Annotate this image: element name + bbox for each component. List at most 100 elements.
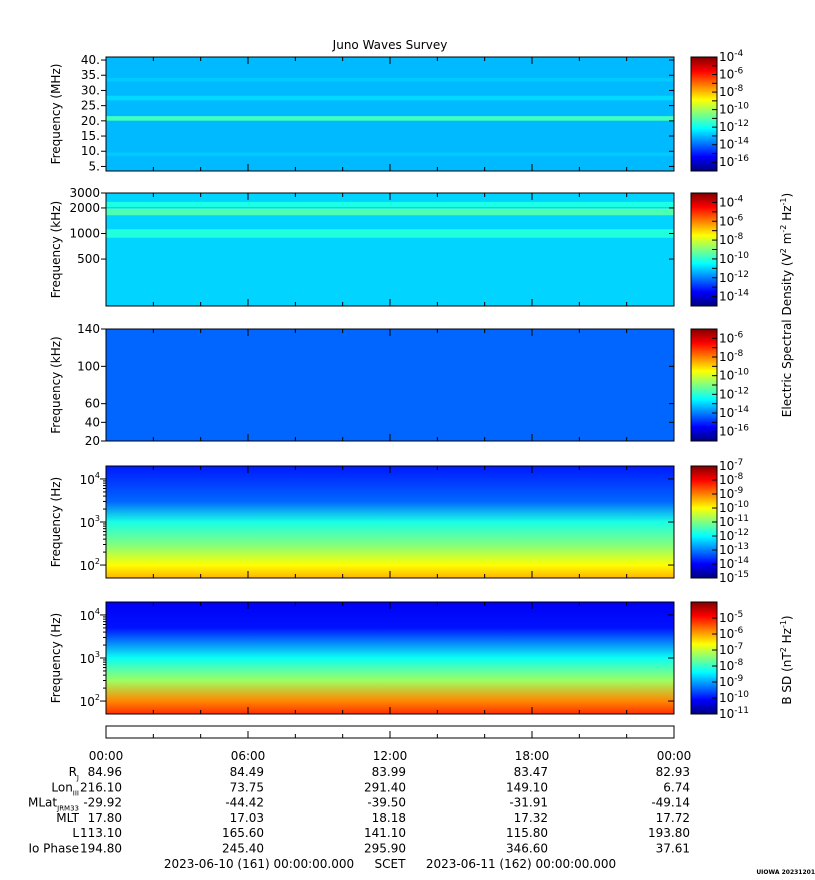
y-tick-label: 35.: [81, 68, 100, 82]
ephemeris-value: 83.99: [372, 765, 406, 779]
spectrogram-panel-3: 20 40 60 100 140 Frequency (kHz) 10-6 10-8 10-10…: [49, 322, 749, 448]
colorbar-tick-label: 10-14: [719, 137, 749, 152]
colorbar-tick-label: 10-15: [719, 570, 749, 585]
ephemeris-value: 165.60: [222, 826, 264, 840]
ephemeris-value: 216.10: [80, 780, 122, 794]
emission-band: [106, 201, 674, 207]
ephemeris-value: 193.80: [648, 826, 690, 840]
colorbar-tick-label: 10-16: [719, 154, 749, 169]
ephemeris-value: 115.80: [506, 826, 548, 840]
ephemeris-value: -31.91: [509, 796, 548, 810]
ephemeris-value: 245.40: [222, 842, 264, 856]
ephemeris-label: LonIII: [51, 780, 79, 797]
ephemeris-value: 82.93: [656, 765, 690, 779]
electric-colorbar-label: Electric Spectral Density (V2 m-2 Hz-1): [779, 193, 794, 417]
ephemeris-value: 17.32: [514, 811, 548, 825]
ephemeris-value: 291.40: [364, 780, 406, 794]
y-axis-label: Frequency (kHz): [49, 201, 63, 298]
colorbar-tick-label: 10-12: [719, 270, 749, 285]
colorbar: [690, 601, 718, 715]
y-tick-label: 20.: [81, 114, 100, 128]
colorbar-tick-label: 10-8: [719, 349, 744, 364]
colorbar-tick-label: 10-4: [719, 194, 744, 209]
time-axis: 00:00 06:00 12:00 18:00 00:00: [89, 725, 692, 763]
colorbar-tick-label: 10-10: [719, 251, 749, 266]
colorbar-tick-label: 10-10: [719, 368, 749, 383]
y-tick-label: 3000: [69, 186, 100, 200]
figure-title: Juno Waves Survey: [332, 38, 448, 52]
y-tick-label: 102: [80, 557, 100, 573]
emission-band: [106, 116, 674, 121]
ephemeris-value: -39.50: [367, 796, 406, 810]
spectrogram-image: [106, 57, 674, 171]
spectrogram-image: [106, 329, 674, 441]
colorbar-tick-label: 10-9: [719, 674, 744, 689]
bfield-colorbar-label: B SD (nT2 Hz-1): [779, 615, 794, 704]
emission-band: [106, 229, 674, 238]
colorbar: [690, 56, 718, 172]
ephemeris-value: 141.10: [364, 826, 406, 840]
colorbar-tick-label: 10-8: [719, 232, 744, 247]
ephemeris-value: 17.80: [88, 811, 122, 825]
colorbar-tick-label: 10-4: [719, 49, 744, 64]
time-tick-label: 00:00: [89, 749, 124, 763]
emission-band: [106, 208, 674, 216]
ephemeris-value: 73.75: [230, 780, 264, 794]
ephemeris-value: -29.92: [83, 796, 122, 810]
y-tick-label: 2000: [69, 201, 100, 215]
y-axis-label: Frequency (kHz): [49, 336, 63, 433]
spectrogram-image: [106, 466, 674, 578]
ephemeris-value: -49.14: [651, 796, 690, 810]
emission-band: [106, 77, 674, 82]
colorbar-tick-label: 10-8: [719, 84, 744, 99]
ephemeris-value: 83.47: [514, 765, 548, 779]
y-tick-label: 5.: [89, 159, 100, 173]
colorbar-tick-label: 10-7: [719, 642, 743, 657]
time-tick-label: 00:00: [657, 749, 692, 763]
time-tick-label: 06:00: [231, 749, 266, 763]
ephemeris-value: 149.10: [506, 780, 548, 794]
colorbar-tick-label: 10-13: [719, 542, 749, 557]
colorbar-tick-label: 10-14: [719, 556, 749, 571]
y-tick-label: 104: [80, 607, 100, 623]
ephemeris-value: 37.61: [656, 842, 690, 856]
colorbar-tick-label: 10-10: [719, 102, 749, 117]
ephemeris-value: 84.96: [88, 765, 122, 779]
colorbar-tick-label: 10-11: [719, 706, 749, 721]
ephemeris-table: RJ 84.96 84.49 83.99 83.47 82.93 LonIII 216.10 7…: [28, 765, 690, 856]
y-tick-label: 40: [85, 415, 100, 429]
y-tick-label: 30.: [81, 83, 100, 97]
colorbar-tick-label: 10-8: [719, 472, 744, 487]
colorbar-tick-label: 10-16: [719, 424, 749, 439]
colorbar-tick-label: 10-6: [719, 626, 744, 641]
ephemeris-value: 295.90: [364, 842, 406, 856]
colorbar-tick-label: 10-14: [719, 405, 749, 420]
y-tick-label: 40.: [81, 53, 100, 67]
y-tick-label: 140: [77, 322, 100, 336]
time-tick-label: 18:00: [515, 749, 550, 763]
y-tick-label: 10.: [81, 144, 100, 158]
colorbar-tick-label: 10-12: [719, 528, 749, 543]
colorbar-tick-label: 10-6: [719, 213, 744, 228]
y-tick-label: 103: [80, 514, 100, 530]
spectrogram-panel-4: 102 103 104 Frequency (Hz) 10-710-810-910-10…: [49, 458, 749, 585]
y-tick-label: 500: [77, 252, 100, 266]
y-tick-label: 102: [80, 693, 100, 709]
colorbar-tick-label: 10-12: [719, 386, 749, 401]
ephemeris-value: 17.03: [230, 811, 264, 825]
colorbar-tick-label: 10-12: [719, 119, 749, 134]
emission-band: [106, 152, 674, 157]
emission-band: [106, 95, 674, 101]
y-axis-label: Frequency (Hz): [49, 477, 63, 568]
time-range-end: 2023-06-11 (162) 00:00:00.000: [426, 857, 616, 871]
colorbar-tick-label: 10-6: [719, 330, 744, 345]
ephemeris-value: 84.49: [230, 765, 264, 779]
colorbar-tick-label: 10-8: [719, 658, 744, 673]
ephemeris-value: -44.42: [225, 796, 264, 810]
y-tick-label: 1000: [69, 227, 100, 241]
ephemeris-label: RJ: [69, 765, 79, 782]
time-tick-label: 12:00: [373, 749, 408, 763]
ephemeris-value: 346.60: [506, 842, 548, 856]
